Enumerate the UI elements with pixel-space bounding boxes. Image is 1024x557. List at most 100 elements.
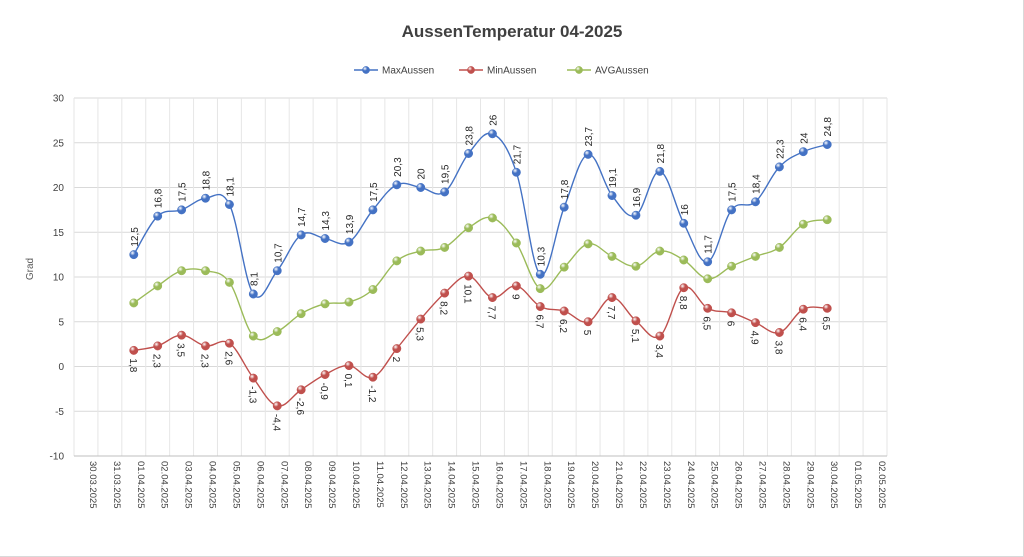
data-label-minaussen: -4,4 (270, 414, 281, 432)
legend: MaxAussen MinAussen AVGAussen (354, 66, 649, 77)
data-label-minaussen: 6,7 (533, 315, 544, 329)
series-layer (129, 129, 832, 411)
data-label-minaussen: 2,3 (151, 354, 162, 368)
data-point-maxaussen (320, 234, 330, 243)
data-point-avgaussen (416, 246, 426, 256)
data-label-minaussen: 3,5 (175, 343, 186, 357)
legend-item-maxaussen: MaxAussen (354, 66, 434, 77)
x-axis: 30.03.2025 31.03.2025 01.04.2025 02.04.2025… (87, 461, 887, 509)
data-label-maxaussen: 10,7 (273, 243, 284, 263)
data-point-minaussen (488, 293, 497, 303)
data-point-maxaussen (440, 187, 450, 197)
data-point-avgaussen (344, 297, 354, 307)
x-tick-label: 29.04.2025 (804, 461, 815, 509)
x-tick-label: 26.04.2025 (733, 461, 744, 509)
data-label-minaussen: 2,3 (199, 354, 210, 368)
x-tick-label: 08.04.2025 (302, 461, 313, 509)
y-tick-label: 10 (53, 273, 65, 284)
data-point-avgaussen (703, 274, 713, 284)
data-label-minaussen: 10,1 (462, 284, 473, 304)
data-label-maxaussen: 20 (417, 168, 428, 180)
y-tick-label: 5 (58, 317, 64, 328)
data-label-maxaussen: 24 (799, 132, 810, 144)
data-label-maxaussen: 18,8 (202, 170, 213, 190)
x-tick-label: 21.04.2025 (613, 461, 624, 509)
data-label-maxaussen: 21,7 (512, 144, 523, 164)
data-label-maxaussen: 23,8 (465, 126, 476, 146)
data-label-maxaussen: 26 (488, 114, 499, 126)
data-label-maxaussen: 16 (680, 204, 691, 216)
data-point-avgaussen (464, 223, 473, 233)
data-label-minaussen: 5,3 (414, 327, 425, 341)
x-tick-label: 20.04.2025 (589, 461, 600, 509)
x-tick-label: 16.04.2025 (493, 461, 504, 509)
x-tick-label: 27.04.2025 (756, 461, 767, 509)
data-point-maxaussen (774, 162, 784, 172)
x-tick-label: 30.03.2025 (87, 461, 98, 509)
data-point-minaussen (320, 370, 330, 380)
x-tick-label: 01.05.2025 (852, 461, 863, 509)
data-point-minaussen (272, 401, 282, 411)
data-point-avgaussen (368, 285, 378, 294)
x-tick-label: 24.04.2025 (685, 461, 696, 509)
x-tick-label: 19.04.2025 (565, 461, 576, 509)
data-label-maxaussen: 21,8 (656, 143, 667, 163)
data-point-avgaussen (488, 213, 497, 223)
data-label-maxaussen: 10,3 (536, 246, 547, 266)
x-tick-label: 15.04.2025 (470, 461, 481, 509)
data-label-maxaussen: 11,7 (704, 235, 715, 254)
x-tick-label: 10.04.2025 (350, 461, 361, 509)
data-label-maxaussen: 17,5 (178, 182, 189, 202)
data-point-maxaussen (607, 191, 617, 201)
data-point-maxaussen (655, 166, 665, 176)
data-point-maxaussen (511, 167, 521, 177)
data-point-maxaussen (201, 193, 210, 203)
data-label-minaussen: 6,5 (701, 316, 712, 330)
data-point-minaussen (224, 338, 234, 348)
x-tick-label: 25.04.2025 (709, 461, 720, 509)
data-point-minaussen (368, 372, 378, 382)
series-minaussen (129, 271, 832, 411)
x-tick-label: 17.04.2025 (517, 461, 528, 509)
data-point-avgaussen (320, 299, 330, 309)
data-point-avgaussen (535, 284, 545, 294)
legend-swatch-marker (362, 66, 370, 74)
x-tick-label: 18.04.2025 (541, 461, 552, 509)
data-point-avgaussen (392, 256, 402, 266)
data-label-minaussen: 5 (581, 330, 592, 336)
data-point-minaussen (535, 302, 545, 311)
data-label-maxaussen: 18,1 (225, 177, 236, 197)
data-point-minaussen (511, 281, 521, 291)
data-point-avgaussen (440, 243, 450, 252)
data-label-minaussen: -1,3 (246, 386, 257, 404)
data-label-minaussen: -0,9 (318, 383, 329, 401)
data-point-maxaussen (464, 149, 473, 158)
data-label-minaussen: 7,7 (485, 306, 496, 320)
data-point-maxaussen (368, 205, 378, 215)
data-point-minaussen (440, 288, 450, 298)
y-tick-label: 20 (53, 183, 65, 194)
y-tick-label: 0 (58, 362, 64, 373)
legend-swatch-marker (575, 66, 583, 74)
data-point-minaussen (751, 318, 760, 328)
data-label-maxaussen: 20,3 (393, 157, 404, 177)
data-point-minaussen (822, 303, 832, 313)
data-point-avgaussen (798, 219, 808, 229)
x-tick-label: 28.04.2025 (780, 461, 791, 509)
data-point-avgaussen (201, 266, 210, 276)
data-point-minaussen (631, 316, 641, 326)
x-tick-label: 01.04.2025 (135, 461, 146, 509)
data-point-avgaussen (727, 261, 737, 271)
data-point-maxaussen (679, 218, 689, 228)
legend-item-avgaussen: AVGAussen (567, 66, 649, 77)
data-label-maxaussen: 12,5 (130, 227, 141, 247)
data-point-minaussen (153, 341, 163, 351)
data-label-minaussen: -1,2 (366, 385, 377, 403)
data-label-minaussen: 7,7 (605, 306, 616, 320)
data-label-minaussen: 0,1 (342, 374, 353, 388)
data-point-maxaussen (822, 140, 832, 149)
data-point-avgaussen (751, 251, 760, 261)
y-tick-label: 15 (53, 228, 65, 239)
data-point-avgaussen (248, 331, 258, 341)
